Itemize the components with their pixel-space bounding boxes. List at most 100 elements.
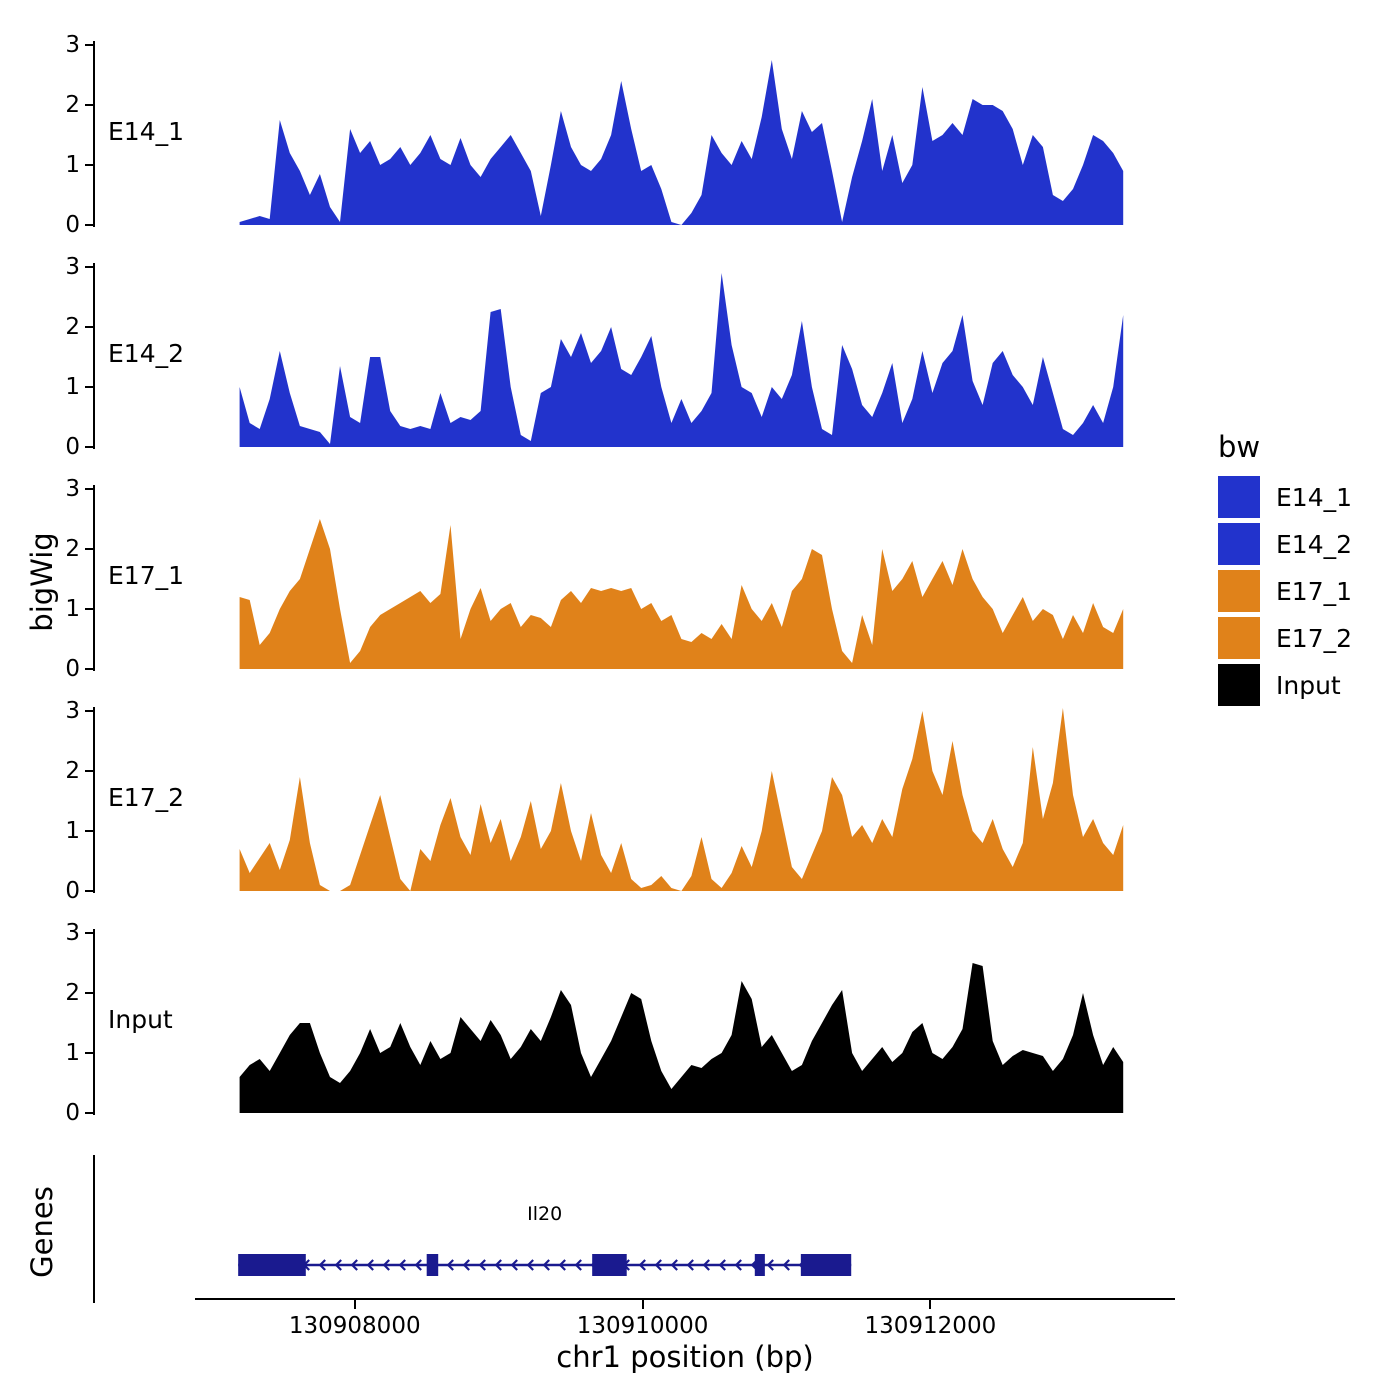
track-name-label: Input (108, 1004, 173, 1034)
track-name-label: E14_1 (108, 116, 185, 146)
strand-arrow-icon (478, 1259, 486, 1271)
strand-arrow-icon (766, 1259, 774, 1271)
track-area-E17_2 (239, 708, 1124, 891)
y-axis-title-genes: Genes (25, 1186, 59, 1278)
legend-swatch-E14_1 (1218, 476, 1260, 518)
y-axis-line (93, 929, 95, 1115)
y-axis-line (93, 263, 95, 449)
track-name-label: E17_1 (108, 560, 185, 590)
y-tick-mark (85, 608, 93, 610)
x-tick-label: 130912000 (864, 1313, 997, 1339)
coverage-area (239, 708, 1124, 891)
gene-label: Il20 (527, 1203, 563, 1225)
y-tick-label: 3 (65, 476, 80, 502)
strand-arrow-icon (494, 1259, 502, 1271)
y-tick-mark (85, 326, 93, 328)
track-panel-E14_2: 0 1 2 3 E14_2 (0, 254, 1400, 460)
y-tick-label: 3 (65, 698, 80, 724)
y-tick-mark (85, 830, 93, 832)
x-tick-mark (929, 1300, 932, 1309)
track-name-label: E17_2 (108, 782, 185, 812)
y-tick-mark (85, 1112, 93, 1114)
y-tick-label: 1 (65, 152, 80, 178)
y-tick-label: 2 (65, 314, 80, 340)
track-panel-E14_1: 0 1 2 3 E14_1 (0, 32, 1400, 238)
strand-arrow-icon (414, 1259, 422, 1271)
y-tick-label: 3 (65, 32, 80, 58)
y-tick-mark (85, 266, 93, 268)
track-area-E14_2 (239, 273, 1124, 447)
coverage-area (239, 60, 1124, 225)
strand-arrow-icon (558, 1259, 566, 1271)
y-tick-label: 2 (65, 980, 80, 1006)
strand-arrow-icon (670, 1259, 678, 1271)
y-tick-mark (85, 890, 93, 892)
strand-arrow-icon (526, 1259, 534, 1271)
y-tick-label: 2 (65, 758, 80, 784)
strand-arrow-icon (398, 1259, 406, 1271)
x-axis-line (195, 1298, 1175, 1300)
y-tick-mark (85, 164, 93, 166)
x-tick-label: 130910000 (576, 1313, 709, 1339)
x-tick-mark (641, 1300, 644, 1309)
y-tick-label: 3 (65, 920, 80, 946)
y-tick-label: 1 (65, 596, 80, 622)
x-tick-mark (353, 1300, 356, 1309)
y-tick-mark (85, 668, 93, 670)
exon-box (592, 1254, 627, 1276)
coverage-area (239, 963, 1124, 1113)
x-tick-label: 130908000 (288, 1313, 421, 1339)
strand-arrow-icon (350, 1259, 358, 1271)
legend-swatch-Input (1218, 664, 1260, 706)
strand-arrow-icon (782, 1259, 790, 1271)
strand-arrow-icon (718, 1259, 726, 1271)
track-panel-E17_1: 0 1 2 3 E17_1 (0, 476, 1400, 682)
y-axis-line (93, 485, 95, 671)
y-tick-mark (85, 488, 93, 490)
track-area-Input (239, 963, 1124, 1113)
strand-arrow-icon (446, 1259, 454, 1271)
y-tick-label: 1 (65, 818, 80, 844)
y-tick-label: 2 (65, 536, 80, 562)
y-tick-mark (85, 1052, 93, 1054)
y-tick-mark (85, 446, 93, 448)
track-name-label: E14_2 (108, 338, 185, 368)
y-tick-mark (85, 224, 93, 226)
exon-box (754, 1254, 765, 1276)
y-tick-mark (85, 932, 93, 934)
track-panel-Input: 0 1 2 3 Input (0, 920, 1400, 1126)
track-area-E17_1 (239, 519, 1124, 669)
strand-arrow-icon (686, 1259, 694, 1271)
strand-arrow-icon (734, 1259, 742, 1271)
legend-swatch-E14_2 (1218, 523, 1260, 565)
y-tick-label: 2 (65, 92, 80, 118)
track-area-E14_1 (239, 60, 1124, 225)
x-axis-title: chr1 position (bp) (556, 1340, 814, 1374)
y-tick-label: 0 (65, 1100, 80, 1126)
legend-title: bw (1218, 430, 1261, 464)
strand-arrow-icon (334, 1259, 342, 1271)
legend-label-E14_2: E14_2 (1276, 530, 1353, 559)
legend-label-Input: Input (1276, 671, 1341, 700)
y-tick-mark (85, 770, 93, 772)
y-tick-mark (85, 44, 93, 46)
legend-swatch-E17_2 (1218, 617, 1260, 659)
y-tick-label: 1 (65, 1040, 80, 1066)
legend-label-E14_1: E14_1 (1276, 483, 1353, 512)
y-tick-label: 0 (65, 212, 80, 238)
legend-label-E17_2: E17_2 (1276, 624, 1353, 653)
y-tick-label: 1 (65, 374, 80, 400)
coverage-area (239, 273, 1124, 447)
strand-arrow-icon (382, 1259, 390, 1271)
legend-swatch-E17_1 (1218, 570, 1260, 612)
strand-arrow-icon (462, 1259, 470, 1271)
exon-box (238, 1254, 306, 1276)
strand-arrow-icon (542, 1259, 550, 1271)
y-axis-line (93, 41, 95, 227)
y-tick-mark (85, 104, 93, 106)
legend-label-E17_1: E17_1 (1276, 577, 1353, 606)
strand-arrow-icon (638, 1259, 646, 1271)
y-tick-mark (85, 548, 93, 550)
y-axis-line (93, 707, 95, 893)
